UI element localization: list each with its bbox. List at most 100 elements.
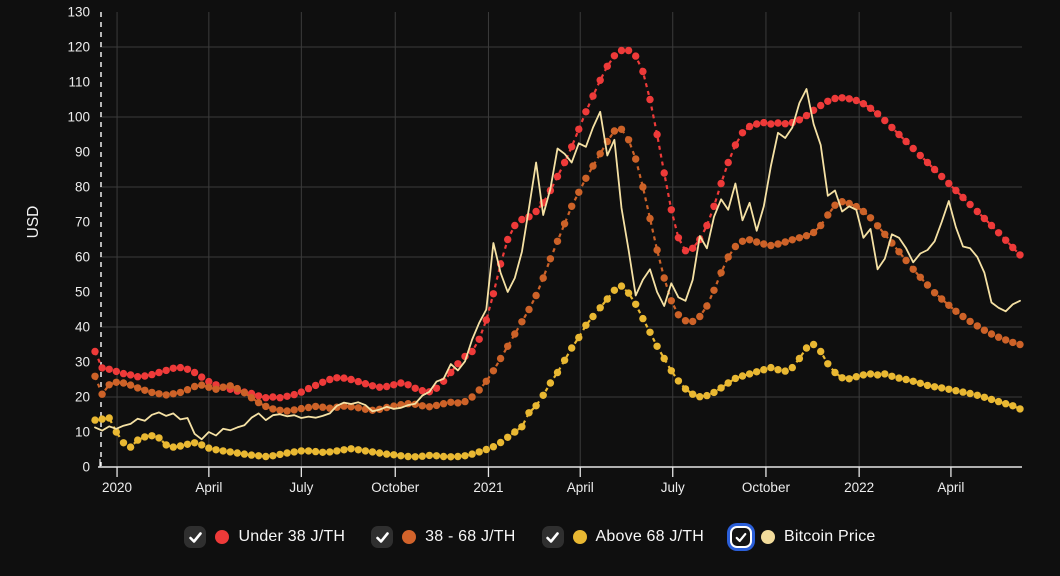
series-dot-38-68-j-th bbox=[568, 202, 576, 210]
series-dot-above-68-j-th bbox=[119, 439, 128, 447]
series-dot-under-38-j-th bbox=[489, 290, 498, 298]
y-tick-label: 110 bbox=[68, 75, 90, 90]
series-dot-38-68-j-th bbox=[205, 383, 213, 391]
series-dot-above-68-j-th bbox=[447, 453, 455, 461]
series-dot-above-68-j-th bbox=[375, 449, 384, 457]
series-dot-above-68-j-th bbox=[1016, 405, 1024, 413]
series-dot-38-68-j-th bbox=[589, 162, 597, 170]
series-dot-above-68-j-th bbox=[247, 451, 256, 459]
series-dot-above-68-j-th bbox=[582, 321, 590, 329]
series-dot-38-68-j-th bbox=[809, 228, 818, 237]
series-dot-above-68-j-th bbox=[333, 447, 341, 455]
series-dot-above-68-j-th bbox=[660, 354, 668, 363]
series-dot-38-68-j-th bbox=[873, 222, 882, 230]
series-dot-38-68-j-th bbox=[219, 383, 227, 391]
bitcoin-price-checkbox[interactable] bbox=[729, 526, 752, 548]
series-dot-under-38-j-th bbox=[1002, 236, 1010, 244]
series-dot-under-38-j-th bbox=[276, 394, 284, 402]
series-dot-above-68-j-th bbox=[482, 445, 490, 454]
series-dot-under-38-j-th bbox=[767, 120, 775, 128]
under-38-swatch bbox=[215, 530, 230, 544]
series-dot-under-38-j-th bbox=[930, 165, 939, 174]
series-dot-38-68-j-th bbox=[930, 289, 939, 297]
series-dot-under-38-j-th bbox=[667, 206, 675, 214]
series-dot-above-68-j-th bbox=[226, 448, 234, 456]
series-dot-under-38-j-th bbox=[703, 221, 711, 230]
series-dot-above-68-j-th bbox=[696, 393, 704, 401]
series-dot-above-68-j-th bbox=[219, 447, 227, 455]
series-dot-under-38-j-th bbox=[838, 94, 846, 102]
series-dot-above-68-j-th bbox=[895, 374, 903, 382]
series-dot-38-68-j-th bbox=[176, 388, 185, 397]
series-dot-38-68-j-th bbox=[233, 384, 241, 393]
series-dot-under-38-j-th bbox=[902, 137, 910, 146]
series-dot-under-38-j-th bbox=[553, 172, 562, 181]
series-dot-under-38-j-th bbox=[632, 52, 640, 60]
x-tick-label: 2021 bbox=[473, 480, 503, 495]
checkmark-icon bbox=[375, 531, 389, 543]
series-dot-above-68-j-th bbox=[98, 415, 106, 423]
38-68-checkbox[interactable] bbox=[371, 526, 394, 548]
series-dot-38-68-j-th bbox=[247, 394, 256, 402]
series-dot-above-68-j-th bbox=[169, 443, 177, 451]
series-dot-38-68-j-th bbox=[311, 402, 320, 411]
checkmark-icon bbox=[735, 532, 747, 542]
series-dot-38-68-j-th bbox=[624, 136, 633, 144]
series-dot-above-68-j-th bbox=[987, 395, 996, 404]
series-dot-above-68-j-th bbox=[710, 388, 718, 397]
series-dot-38-68-j-th bbox=[525, 305, 533, 314]
series-dot-38-68-j-th bbox=[859, 207, 868, 216]
series-dot-above-68-j-th bbox=[411, 453, 419, 461]
series-dot-under-38-j-th bbox=[689, 244, 697, 252]
x-tick-label: 2022 bbox=[844, 480, 874, 495]
series-dot-under-38-j-th bbox=[162, 366, 170, 375]
series-dot-above-68-j-th bbox=[148, 432, 156, 440]
series-dot-above-68-j-th bbox=[824, 360, 832, 368]
series-dot-above-68-j-th bbox=[817, 347, 825, 356]
legend-item-38-68[interactable]: 38 - 68 J/TH bbox=[371, 526, 515, 548]
series-dot-38-68-j-th bbox=[290, 406, 298, 414]
series-dot-above-68-j-th bbox=[902, 375, 910, 384]
legend-item-under-38[interactable]: Under 38 J/TH bbox=[184, 526, 345, 548]
series-dot-above-68-j-th bbox=[539, 391, 547, 399]
series-dot-under-38-j-th bbox=[454, 360, 462, 368]
y-tick-label: 100 bbox=[67, 110, 90, 125]
series-dot-above-68-j-th bbox=[240, 450, 249, 458]
series-dot-above-68-j-th bbox=[745, 370, 754, 378]
series-dot-under-38-j-th bbox=[269, 393, 277, 401]
series-dot-under-38-j-th bbox=[447, 368, 455, 377]
above-68-checkbox[interactable] bbox=[541, 526, 564, 548]
legend-item-bitcoin-price[interactable]: Bitcoin Price bbox=[729, 526, 876, 548]
series-dot-38-68-j-th bbox=[119, 379, 128, 387]
series-dot-under-38-j-th bbox=[169, 364, 177, 372]
series-dot-under-38-j-th bbox=[617, 46, 626, 55]
series-dot-above-68-j-th bbox=[546, 379, 555, 387]
series-line-bitcoin-price bbox=[94, 88, 1021, 441]
series-dot-38-68-j-th bbox=[660, 274, 668, 282]
series-dot-under-38-j-th bbox=[368, 382, 377, 390]
series-dot-above-68-j-th bbox=[959, 388, 967, 396]
series-dot-under-38-j-th bbox=[126, 371, 135, 379]
series-dot-under-38-j-th bbox=[575, 125, 583, 133]
series-dot-38-68-j-th bbox=[141, 386, 149, 394]
series-dot-under-38-j-th bbox=[781, 120, 789, 128]
series-dot-above-68-j-th bbox=[731, 374, 740, 383]
series-dot-38-68-j-th bbox=[674, 311, 683, 319]
series-dot-under-38-j-th bbox=[148, 370, 156, 379]
series-dot-under-38-j-th bbox=[1016, 251, 1024, 259]
series-dot-above-68-j-th bbox=[532, 402, 540, 410]
series-dot-above-68-j-th bbox=[91, 416, 99, 424]
series-dot-38-68-j-th bbox=[489, 367, 498, 375]
series-dot-38-68-j-th bbox=[439, 400, 448, 408]
series-dot-38-68-j-th bbox=[1002, 336, 1010, 344]
series-dot-under-38-j-th bbox=[375, 383, 384, 391]
series-dot-38-68-j-th bbox=[347, 403, 355, 411]
series-dot-38-68-j-th bbox=[632, 155, 640, 163]
series-dot-above-68-j-th bbox=[425, 451, 434, 460]
series-dot-above-68-j-th bbox=[518, 423, 526, 431]
under-38-checkbox[interactable] bbox=[184, 526, 207, 548]
series-dot-38-68-j-th bbox=[155, 390, 163, 398]
series-dot-above-68-j-th bbox=[909, 377, 917, 385]
legend-item-above-68[interactable]: Above 68 J/TH bbox=[541, 526, 704, 548]
series-dot-above-68-j-th bbox=[105, 414, 113, 422]
